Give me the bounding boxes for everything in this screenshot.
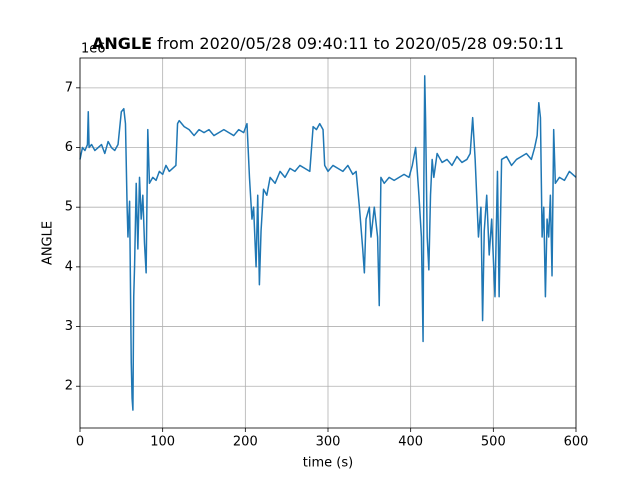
y-tick-label: 5 <box>65 200 73 215</box>
y-tick-label: 4 <box>65 259 73 274</box>
x-tick-label: 500 <box>481 435 506 450</box>
title-bold: ANGLE <box>92 34 152 53</box>
y-tick-label: 2 <box>65 379 73 394</box>
y-tick-label: 6 <box>65 140 73 155</box>
x-tick-label: 200 <box>233 435 258 450</box>
title-rest: from 2020/05/28 09:40:11 to 2020/05/28 0… <box>157 34 564 53</box>
y-tick-label: 7 <box>65 80 73 95</box>
x-axis-label: time (s) <box>303 456 353 471</box>
chart-title: ANGLE from 2020/05/28 09:40:11 to 2020/0… <box>92 34 564 53</box>
x-tick-label: 0 <box>76 435 84 450</box>
y-offset-label: 1e6 <box>81 42 106 57</box>
y-tick-label: 3 <box>65 319 73 334</box>
x-tick-label: 400 <box>398 435 423 450</box>
x-tick-label: 100 <box>150 435 175 450</box>
plot-frame <box>79 57 577 429</box>
x-tick-label: 300 <box>316 435 341 450</box>
y-axis-label: ANGLE <box>41 221 56 265</box>
x-tick-label: 600 <box>564 435 589 450</box>
data-line <box>79 75 577 411</box>
